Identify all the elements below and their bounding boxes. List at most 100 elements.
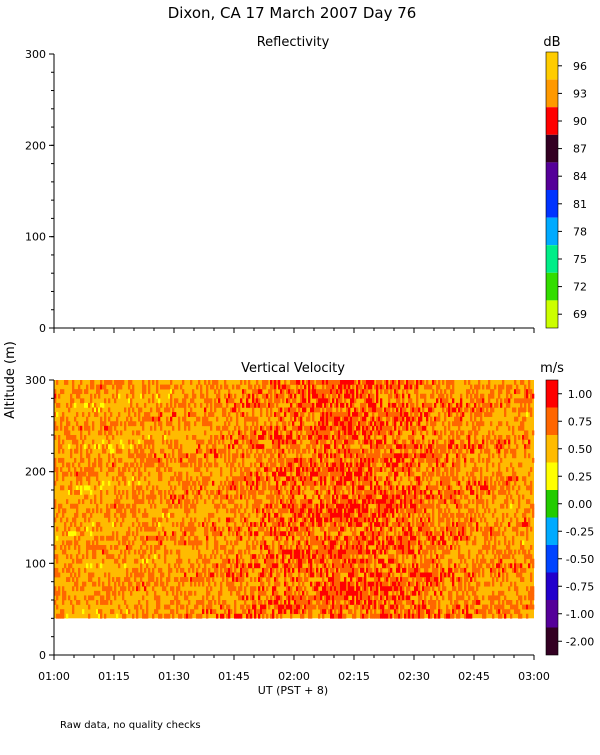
velocity-heatmap-cell: [132, 472, 134, 477]
velocity-heatmap-cell: [180, 559, 182, 564]
velocity-heatmap-cell: [318, 467, 320, 472]
velocity-heatmap-cell: [196, 540, 198, 545]
velocity-heatmap-cell: [138, 481, 140, 486]
velocity-heatmap-cell: [148, 398, 150, 403]
velocity-heatmap-cell: [334, 453, 336, 458]
velocity-heatmap-cell: [318, 508, 320, 513]
velocity-heatmap-cell: [304, 476, 306, 481]
velocity-heatmap-cell: [196, 467, 198, 472]
velocity-heatmap-cell: [172, 490, 174, 495]
velocity-heatmap-cell: [276, 380, 278, 385]
velocity-heatmap-cell: [370, 417, 372, 422]
velocity-heatmap-cell: [380, 605, 382, 610]
velocity-heatmap-cell: [164, 490, 166, 495]
velocity-heatmap-cell: [342, 380, 344, 385]
velocity-heatmap-cell: [374, 513, 376, 518]
velocity-heatmap-cell: [104, 586, 106, 591]
velocity-heatmap-cell: [160, 449, 162, 454]
velocity-heatmap-cell: [416, 403, 418, 408]
velocity-heatmap-cell: [96, 545, 98, 550]
velocity-heatmap-cell: [118, 467, 120, 472]
velocity-heatmap-cell: [414, 508, 416, 513]
velocity-heatmap-cell: [384, 586, 386, 591]
velocity-heatmap-cell: [122, 504, 124, 509]
velocity-heatmap-cell: [188, 508, 190, 513]
velocity-heatmap-cell: [86, 554, 88, 559]
velocity-heatmap-cell: [148, 527, 150, 532]
velocity-heatmap-cell: [212, 531, 214, 536]
velocity-heatmap-cell: [304, 508, 306, 513]
velocity-heatmap-cell: [252, 417, 254, 422]
velocity-heatmap-cell: [104, 600, 106, 605]
velocity-heatmap-cell: [190, 476, 192, 481]
velocity-heatmap-cell: [190, 609, 192, 614]
velocity-heatmap-cell: [344, 600, 346, 605]
velocity-heatmap-cell: [420, 380, 422, 385]
velocity-heatmap-cell: [390, 499, 392, 504]
velocity-heatmap-cell: [416, 380, 418, 385]
velocity-heatmap-cell: [276, 522, 278, 527]
velocity-heatmap-cell: [240, 504, 242, 509]
velocity-heatmap-cell: [212, 481, 214, 486]
velocity-heatmap-cell: [174, 385, 176, 390]
velocity-heatmap-cell: [98, 609, 100, 614]
velocity-heatmap-cell: [336, 467, 338, 472]
velocity-heatmap-cell: [306, 380, 308, 385]
velocity-heatmap-cell: [306, 504, 308, 509]
velocity-heatmap-cell: [364, 518, 366, 523]
velocity-heatmap-cell: [342, 472, 344, 477]
velocity-heatmap-cell: [152, 485, 154, 490]
velocity-heatmap-cell: [250, 595, 252, 600]
velocity-heatmap-cell: [204, 481, 206, 486]
velocity-heatmap-cell: [322, 453, 324, 458]
velocity-heatmap-cell: [230, 440, 232, 445]
velocity-heatmap-cell: [148, 582, 150, 587]
velocity-heatmap-cell: [388, 485, 390, 490]
velocity-heatmap-cell: [166, 403, 168, 408]
velocity-heatmap-cell: [392, 380, 394, 385]
velocity-heatmap-cell: [354, 449, 356, 454]
velocity-heatmap-cell: [332, 508, 334, 513]
velocity-heatmap-cell: [184, 412, 186, 417]
velocity-heatmap-cell: [364, 389, 366, 394]
velocity-heatmap-cell: [326, 398, 328, 403]
velocity-heatmap-cell: [288, 518, 290, 523]
velocity-heatmap-cell: [274, 398, 276, 403]
velocity-heatmap-cell: [216, 380, 218, 385]
velocity-heatmap-cell: [62, 531, 64, 536]
velocity-heatmap-cell: [260, 408, 262, 413]
velocity-heatmap-cell: [382, 412, 384, 417]
velocity-heatmap-cell: [396, 408, 398, 413]
velocity-heatmap-cell: [180, 403, 182, 408]
velocity-heatmap-cell: [126, 568, 128, 573]
velocity-heatmap-cell: [150, 536, 152, 541]
velocity-heatmap-cell: [170, 536, 172, 541]
velocity-heatmap-cell: [268, 605, 270, 610]
velocity-heatmap-cell: [84, 421, 86, 426]
velocity-heatmap-cell: [412, 380, 414, 385]
velocity-heatmap-cell: [416, 495, 418, 500]
velocity-heatmap-cell: [318, 600, 320, 605]
velocity-heatmap-cell: [334, 380, 336, 385]
velocity-heatmap-cell: [338, 458, 340, 463]
velocity-heatmap-cell: [128, 577, 130, 582]
velocity-heatmap-cell: [416, 453, 418, 458]
velocity-heatmap-cell: [108, 426, 110, 431]
velocity-heatmap-cell: [90, 398, 92, 403]
velocity-heatmap-cell: [420, 453, 422, 458]
velocity-heatmap-cell: [414, 408, 416, 413]
velocity-heatmap-cell: [224, 380, 226, 385]
velocity-heatmap-cell: [260, 591, 262, 596]
velocity-heatmap-cell: [410, 531, 412, 536]
velocity-heatmap-cell: [224, 600, 226, 605]
velocity-heatmap-cell: [68, 430, 70, 435]
velocity-heatmap-cell: [216, 453, 218, 458]
velocity-heatmap-cell: [88, 453, 90, 458]
velocity-heatmap-cell: [170, 600, 172, 605]
velocity-heatmap-cell: [396, 582, 398, 587]
velocity-heatmap-cell: [198, 444, 200, 449]
velocity-heatmap-cell: [328, 577, 330, 582]
velocity-heatmap-cell: [160, 582, 162, 587]
velocity-heatmap-cell: [380, 527, 382, 532]
velocity-heatmap-cell: [154, 453, 156, 458]
